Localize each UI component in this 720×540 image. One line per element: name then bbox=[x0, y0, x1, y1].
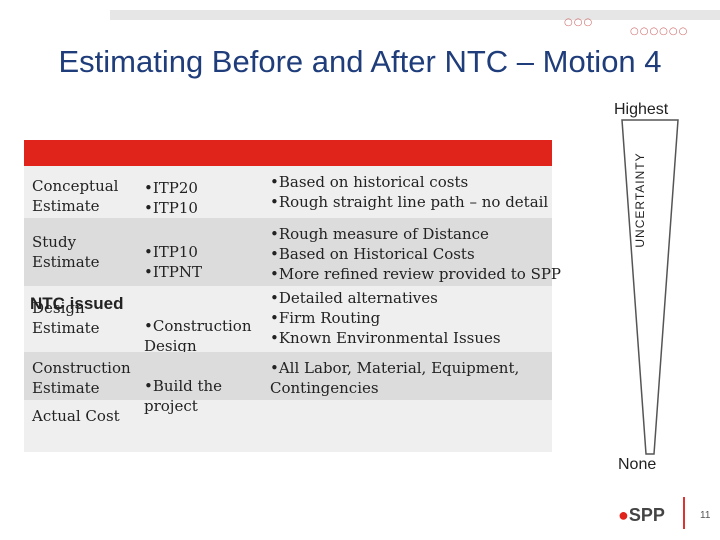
uncertainty-none-label: None bbox=[618, 456, 657, 473]
uncertainty-wedge bbox=[621, 119, 679, 455]
detail-cell: •Rough measure of Distance •Based on His… bbox=[270, 225, 562, 283]
table-header-bar bbox=[24, 140, 552, 166]
plans-cell: •Build the project bbox=[144, 377, 223, 415]
detail-cell: •Detailed alternatives •Firm Routing •Kn… bbox=[270, 289, 501, 347]
stage-cell: Construction Estimate bbox=[32, 359, 131, 397]
table-row: Actual Cost bbox=[24, 400, 552, 452]
stage-cell: Design Estimate bbox=[32, 299, 100, 337]
uncertainty-wedge-shape bbox=[621, 119, 679, 455]
detail-cell: •Based on historical costs •Rough straig… bbox=[270, 173, 549, 211]
ntc-issued-label: NTC issued bbox=[30, 294, 124, 313]
table-row: Study Estimate •ITP10 •ITPNT •Rough meas… bbox=[24, 218, 561, 286]
uncertainty-axis-label: UNCERTAINTY bbox=[633, 152, 647, 248]
logo-text: SPP bbox=[628, 505, 665, 525]
spp-logo: ●SPP bbox=[618, 505, 665, 526]
decor-dots-right: ○○○○○○ bbox=[630, 26, 689, 37]
stage-cell: Conceptual Estimate bbox=[32, 177, 119, 215]
table-row: Design Estimate •Construction Design •De… bbox=[24, 286, 552, 355]
top-decor-bar bbox=[110, 10, 720, 20]
table-row: Conceptual Estimate •ITP20 •ITP10 •Based… bbox=[24, 166, 552, 218]
estimate-table bbox=[24, 140, 552, 452]
uncertainty-highest-label: Highest bbox=[614, 101, 669, 118]
footer-divider bbox=[683, 497, 685, 529]
stage-cell: Actual Cost bbox=[32, 407, 120, 425]
decor-dots-left: ○○○ bbox=[564, 17, 594, 28]
detail-cell: •All Labor, Material, Equipment, Conting… bbox=[270, 359, 520, 397]
plans-cell: •ITP10 •ITPNT bbox=[144, 243, 203, 281]
stage-cell: Study Estimate bbox=[32, 233, 100, 271]
table-row: Construction Estimate •Build the project… bbox=[24, 352, 552, 415]
plans-cell: •Construction Design bbox=[144, 317, 252, 355]
page-title: Estimating Before and After NTC – Motion… bbox=[58, 44, 662, 79]
plans-cell: •ITP20 •ITP10 bbox=[144, 179, 198, 217]
page-number: 11 bbox=[700, 510, 711, 521]
logo-dot-icon: ● bbox=[618, 505, 629, 525]
